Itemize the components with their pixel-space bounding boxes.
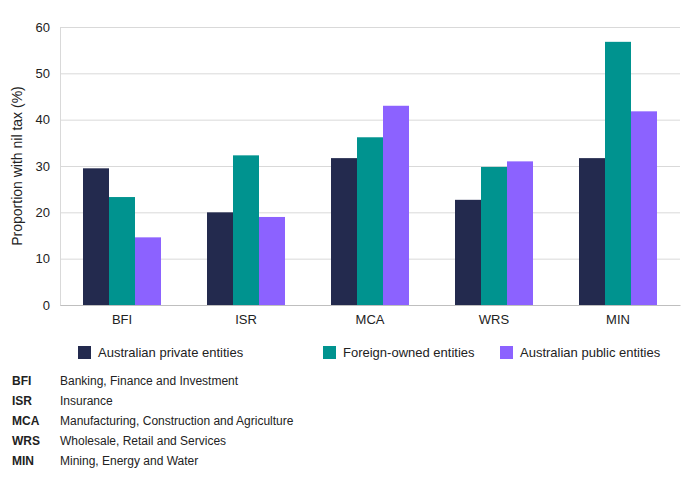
bar: [109, 197, 135, 305]
x-tick: MIN: [606, 305, 630, 327]
grid-line: [60, 305, 680, 306]
category-key: BFI Banking, Finance and Investment ISR Ins…: [12, 374, 294, 468]
key-code: WRS: [12, 434, 40, 448]
y-tick-label: 50: [36, 66, 50, 81]
grid-line: [60, 73, 680, 74]
y-tick-label: 40: [36, 112, 50, 127]
bar: [631, 111, 657, 305]
key-description: Manufacturing, Construction and Agricult…: [60, 414, 294, 428]
y-tick-label: 20: [36, 205, 50, 220]
key-code: MCA: [12, 414, 40, 428]
y-tick-label: 30: [36, 159, 50, 174]
chart: 0 10 20 30 40 50 60 Proportion with nil tax (%)…: [0, 0, 689, 491]
bars: [83, 42, 657, 305]
key-description: Banking, Finance and Investment: [60, 374, 239, 388]
x-tick: BFI: [112, 305, 132, 327]
bar: [207, 212, 233, 305]
legend-item: Foreign-owned entities: [323, 345, 475, 360]
key-description: Insurance: [60, 394, 113, 408]
y-tick-label: 0: [43, 298, 50, 313]
x-tick-label: WRS: [479, 312, 510, 327]
y-tick: 60: [36, 20, 680, 35]
legend-item: Australian private entities: [78, 345, 244, 360]
y-tick: 50: [36, 66, 680, 81]
key-code: BFI: [12, 374, 31, 388]
y-axis: 0 10 20 30 40 50 60: [36, 20, 680, 313]
legend-swatch: [500, 346, 513, 359]
x-tick: ISR: [235, 305, 257, 327]
bar: [383, 106, 409, 305]
x-axis-line: [61, 305, 681, 306]
bar: [507, 161, 533, 305]
x-tick-label: BFI: [112, 312, 132, 327]
bar: [605, 42, 631, 305]
bar: [579, 158, 605, 305]
legend-swatch: [323, 346, 336, 359]
legend-label: Australian private entities: [98, 345, 244, 360]
bar: [357, 137, 383, 305]
grid-line: [60, 120, 680, 121]
y-tick-label: 10: [36, 251, 50, 266]
x-tick-label: ISR: [235, 312, 257, 327]
grid-line: [60, 27, 680, 28]
x-tick-label: MCA: [356, 312, 385, 327]
key-code: ISR: [12, 394, 32, 408]
legend-item: Australian public entities: [500, 345, 661, 360]
bar: [83, 168, 109, 305]
key-description: Wholesale, Retail and Services: [60, 434, 226, 448]
bar: [259, 217, 285, 305]
y-tick: 40: [36, 112, 680, 127]
y-axis-title: Proportion with nil tax (%): [9, 86, 25, 246]
legend-label: Australian public entities: [520, 345, 661, 360]
y-tick-label: 60: [36, 20, 50, 35]
x-axis: BFI ISR MCA WRS MIN: [61, 305, 681, 327]
x-tick-label: MIN: [606, 312, 630, 327]
x-tick: WRS: [479, 305, 510, 327]
legend: Australian private entities Foreign-owned…: [78, 345, 661, 360]
bar: [233, 155, 259, 305]
legend-label: Foreign-owned entities: [343, 345, 475, 360]
key-code: MIN: [12, 454, 34, 468]
x-tick: MCA: [356, 305, 385, 327]
bar: [331, 158, 357, 305]
bar: [481, 167, 507, 305]
legend-swatch: [78, 346, 91, 359]
key-description: Mining, Energy and Water: [60, 454, 198, 468]
bar: [455, 200, 481, 305]
bar: [135, 237, 161, 305]
